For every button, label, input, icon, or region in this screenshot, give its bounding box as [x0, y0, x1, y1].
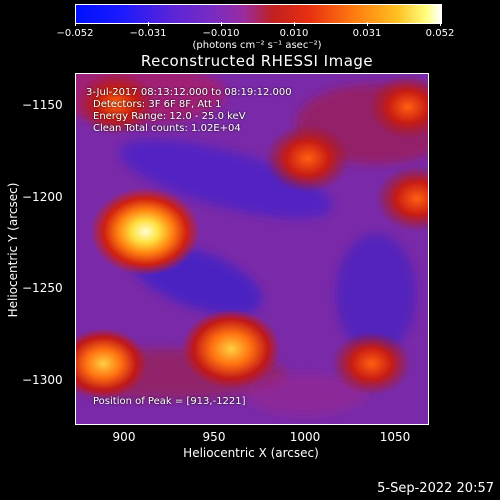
x-tick-label: 1000 — [289, 430, 321, 444]
image-canvas — [76, 74, 428, 424]
x-tick-label: 1050 — [379, 430, 411, 444]
bottom-right-source — [331, 331, 412, 396]
lower-left-source — [76, 328, 148, 399]
total-counts-text: Clean Total counts: 1.02E+04 — [93, 123, 241, 134]
colorbar-tick-label: 0.031 — [352, 28, 382, 39]
rhessi-image — [75, 73, 429, 425]
y-tick-label: −1250 — [22, 281, 63, 295]
colorbar-units: (photons cm⁻² s⁻¹ asec⁻²) — [192, 40, 322, 51]
right-edge-source — [375, 165, 428, 232]
upper-right-source — [265, 124, 351, 193]
top-right-source — [368, 75, 428, 139]
y-tick-label: −1150 — [22, 98, 63, 112]
colorbar-tick-label: −0.052 — [56, 28, 94, 39]
main-source — [90, 187, 201, 276]
colorbar-tick-label: 0.010 — [279, 28, 309, 39]
y-tick-label: −1200 — [22, 190, 63, 204]
colorbar-tick-label: −0.031 — [129, 28, 167, 39]
plot-title: Reconstructed RHESSI Image — [140, 52, 374, 70]
y-tick-label: −1300 — [22, 373, 63, 387]
detectors-text: Detectors: 3F 6F 8F, Att 1 — [93, 99, 222, 110]
timestamp: 5-Sep-2022 20:57 — [377, 481, 494, 496]
colorbar-tick-label: 0.052 — [425, 28, 455, 39]
energy-range-text: Energy Range: 12.0 - 25.0 keV — [93, 111, 246, 122]
colorbar-tick-label: −0.010 — [202, 28, 240, 39]
x-tick-label: 900 — [112, 430, 136, 444]
top-left-source — [76, 74, 156, 136]
y-axis-label: Heliocentric Y (arcsec) — [6, 182, 20, 318]
x-tick-label: 950 — [202, 430, 226, 444]
time-range-text: 3-Jul-2017 08:13:12.000 to 08:19:12.000 — [86, 87, 292, 98]
x-axis-label: Heliocentric X (arcsec) — [183, 446, 319, 460]
colorbar — [75, 4, 442, 24]
lower-middle-source — [181, 309, 281, 389]
peak-position-text: Position of Peak = [913,-1221] — [93, 396, 246, 407]
